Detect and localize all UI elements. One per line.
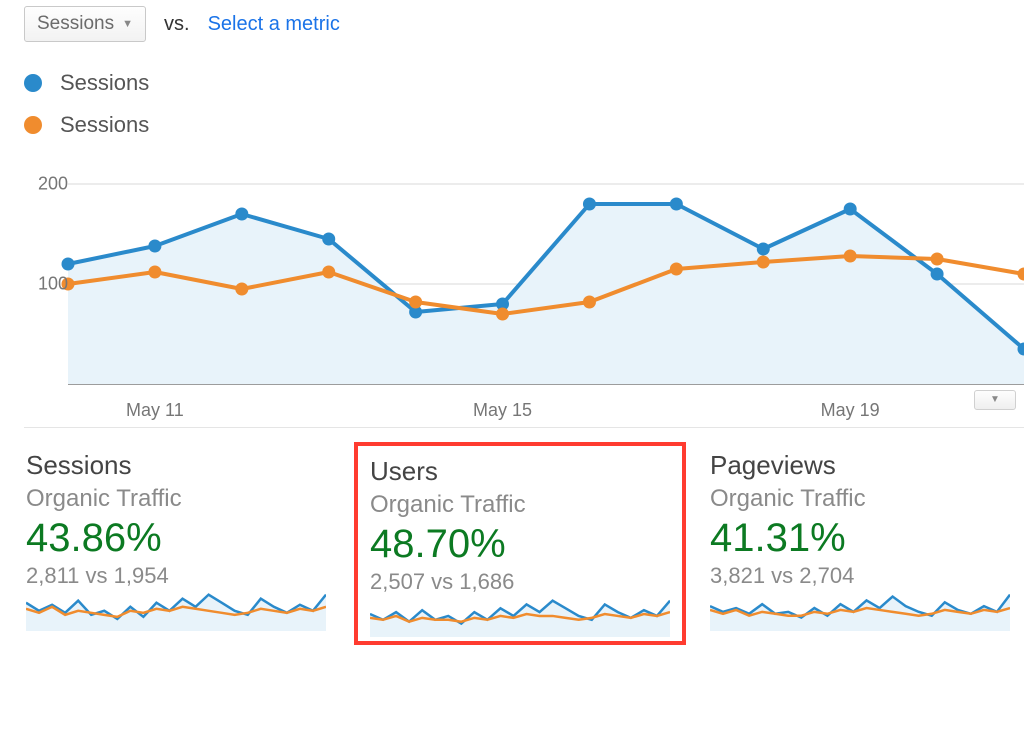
main-chart-svg xyxy=(24,154,1024,394)
scorecard-compare: 2,811 vs 1,954 xyxy=(26,563,312,589)
legend-label: Sessions xyxy=(60,104,149,146)
sparkline xyxy=(26,591,326,631)
scorecard-percent: 43.86% xyxy=(26,515,312,561)
scorecards-row: Sessions Organic Traffic 43.86% 2,811 vs… xyxy=(0,442,1024,645)
scorecard-users[interactable]: Users Organic Traffic 48.70% 2,507 vs 1,… xyxy=(354,442,686,645)
main-chart: 200 100 xyxy=(24,154,1024,394)
scorecard-compare: 2,507 vs 1,686 xyxy=(370,569,670,595)
scorecard-compare: 3,821 vs 2,704 xyxy=(710,563,996,589)
scorecard-subtitle: Organic Traffic xyxy=(26,485,312,513)
primary-metric-dropdown[interactable]: Sessions ▼ xyxy=(24,6,146,42)
legend-swatch xyxy=(24,116,42,134)
legend-item: Sessions xyxy=(24,62,1024,104)
caret-down-icon: ▼ xyxy=(122,18,133,30)
compare-metric-link[interactable]: Select a metric xyxy=(208,13,340,36)
scorecard-pageviews[interactable]: Pageviews Organic Traffic 41.31% 3,821 v… xyxy=(698,442,1008,645)
legend-swatch xyxy=(24,74,42,92)
scorecard-subtitle: Organic Traffic xyxy=(710,485,996,513)
x-tick-label: May 15 xyxy=(473,400,532,421)
x-tick-label: May 11 xyxy=(126,400,184,421)
scorecard-percent: 41.31% xyxy=(710,515,996,561)
scorecard-sessions[interactable]: Sessions Organic Traffic 43.86% 2,811 vs… xyxy=(14,442,324,645)
vs-label: vs. xyxy=(164,13,190,36)
scorecard-title: Users xyxy=(370,456,670,487)
caret-down-icon: ▼ xyxy=(990,394,1000,405)
scorecard-title: Sessions xyxy=(26,450,312,481)
scorecard-title: Pageviews xyxy=(710,450,996,481)
x-tick-label: May 19 xyxy=(821,400,880,421)
chart-options-dropdown[interactable]: ▼ xyxy=(974,390,1016,410)
y-tick-label: 200 xyxy=(38,173,68,194)
chart-legend: Sessions Sessions xyxy=(0,44,1024,146)
x-axis: May 11 May 15 May 19 ▼ xyxy=(24,394,1024,428)
primary-metric-label: Sessions xyxy=(37,13,114,35)
scorecard-percent: 48.70% xyxy=(370,521,670,567)
scorecard-subtitle: Organic Traffic xyxy=(370,491,670,519)
legend-item: Sessions xyxy=(24,104,1024,146)
sparkline xyxy=(710,591,1010,631)
legend-label: Sessions xyxy=(60,62,149,104)
y-tick-label: 100 xyxy=(38,273,68,294)
sparkline xyxy=(370,597,670,637)
